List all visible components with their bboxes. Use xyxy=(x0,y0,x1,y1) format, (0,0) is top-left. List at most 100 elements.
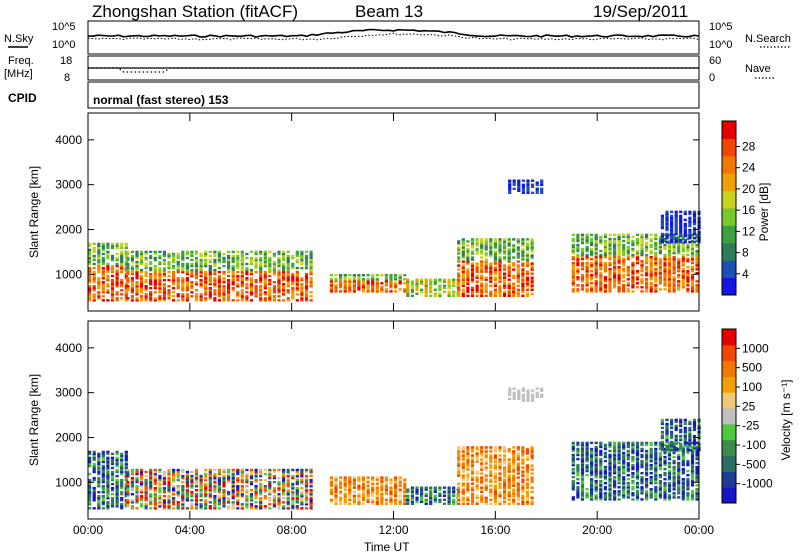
range-cell xyxy=(240,505,244,508)
range-cell xyxy=(613,472,617,475)
range-cell xyxy=(635,233,640,237)
range-cell xyxy=(424,488,428,491)
range-cell xyxy=(144,487,148,490)
range-cell xyxy=(635,447,640,451)
range-cell xyxy=(348,476,352,479)
range-cell xyxy=(672,235,676,239)
power-data xyxy=(88,179,701,302)
range-cell xyxy=(309,480,313,484)
range-cell xyxy=(240,258,244,262)
range-cell xyxy=(521,288,525,291)
range-cell xyxy=(631,494,635,497)
range-cell xyxy=(690,459,695,463)
range-cell xyxy=(153,495,157,498)
range-cell xyxy=(526,185,530,188)
range-cell xyxy=(227,291,231,294)
range-cell xyxy=(110,474,115,478)
range-cell xyxy=(683,418,687,422)
range-cell xyxy=(645,288,649,291)
range-cell xyxy=(167,274,171,278)
range-cell xyxy=(403,490,407,493)
range-cell xyxy=(622,288,626,291)
range-cell xyxy=(126,287,130,290)
range-cell xyxy=(190,476,194,480)
range-cell xyxy=(692,438,697,442)
range-cell xyxy=(222,497,226,500)
range-cell xyxy=(516,480,520,483)
range-cell xyxy=(667,243,672,247)
range-cell xyxy=(185,497,189,500)
range-cell xyxy=(357,486,361,489)
range-cell xyxy=(670,420,674,424)
range-cell xyxy=(254,270,258,274)
range-cell xyxy=(204,252,208,256)
range-cell xyxy=(594,241,598,245)
range-cell xyxy=(208,277,212,280)
range-cell xyxy=(213,254,217,258)
range-cell xyxy=(231,270,235,274)
range-cell xyxy=(438,284,442,287)
range-cell xyxy=(167,264,171,268)
range-cell xyxy=(144,505,148,508)
range-cell xyxy=(580,449,585,453)
range-cell xyxy=(677,490,681,493)
range-cell xyxy=(101,291,105,294)
range-cell xyxy=(139,489,144,492)
range-cell xyxy=(263,277,267,280)
range-cell xyxy=(489,280,493,283)
range-cell xyxy=(690,286,695,289)
range-cell xyxy=(190,274,194,278)
range-cell xyxy=(429,486,433,489)
range-cell xyxy=(640,476,644,479)
range-cell xyxy=(334,284,338,287)
range-cell xyxy=(461,240,465,243)
range-cell xyxy=(181,470,185,474)
range-cell xyxy=(498,272,502,275)
range-cell xyxy=(380,492,384,495)
range-cell xyxy=(366,494,370,497)
range-cell xyxy=(304,493,309,496)
range-cell xyxy=(135,476,139,480)
range-cell xyxy=(139,468,144,472)
range-cell xyxy=(613,251,617,255)
colorbar-swatch xyxy=(722,242,736,261)
range-cell xyxy=(613,253,617,257)
range-cell xyxy=(626,445,630,449)
range-cell xyxy=(208,297,212,300)
range-cell xyxy=(162,491,166,494)
range-cell xyxy=(339,280,343,283)
range-cell xyxy=(576,443,580,447)
range-cell xyxy=(371,490,375,493)
range-cell xyxy=(394,488,398,491)
range-cell xyxy=(110,489,115,492)
range-cell xyxy=(97,268,101,272)
range-cell xyxy=(489,478,493,481)
range-cell xyxy=(410,282,414,285)
range-cell xyxy=(295,491,299,494)
range-cell xyxy=(254,493,258,496)
range-cell xyxy=(498,270,502,273)
range-cell xyxy=(667,457,672,461)
range-cell xyxy=(380,288,384,291)
range-cell xyxy=(304,256,309,260)
range-cell xyxy=(139,277,144,280)
range-cell xyxy=(608,461,612,465)
range-cell xyxy=(498,256,502,259)
range-cell xyxy=(181,270,185,274)
range-cell xyxy=(295,497,299,500)
range-cell xyxy=(663,478,667,481)
range-cell xyxy=(389,278,393,281)
range-cell xyxy=(521,500,525,503)
range-cell xyxy=(580,241,585,245)
range-cell xyxy=(622,245,626,249)
range-cell xyxy=(130,299,134,302)
range-cell xyxy=(153,256,157,260)
range-cell xyxy=(649,278,653,281)
range-cell xyxy=(470,294,475,297)
range-cell xyxy=(236,485,240,488)
range-cell xyxy=(88,489,92,492)
range-cell xyxy=(517,397,521,400)
range-cell xyxy=(503,286,507,289)
range-cell xyxy=(585,447,589,451)
range-cell xyxy=(599,467,603,471)
